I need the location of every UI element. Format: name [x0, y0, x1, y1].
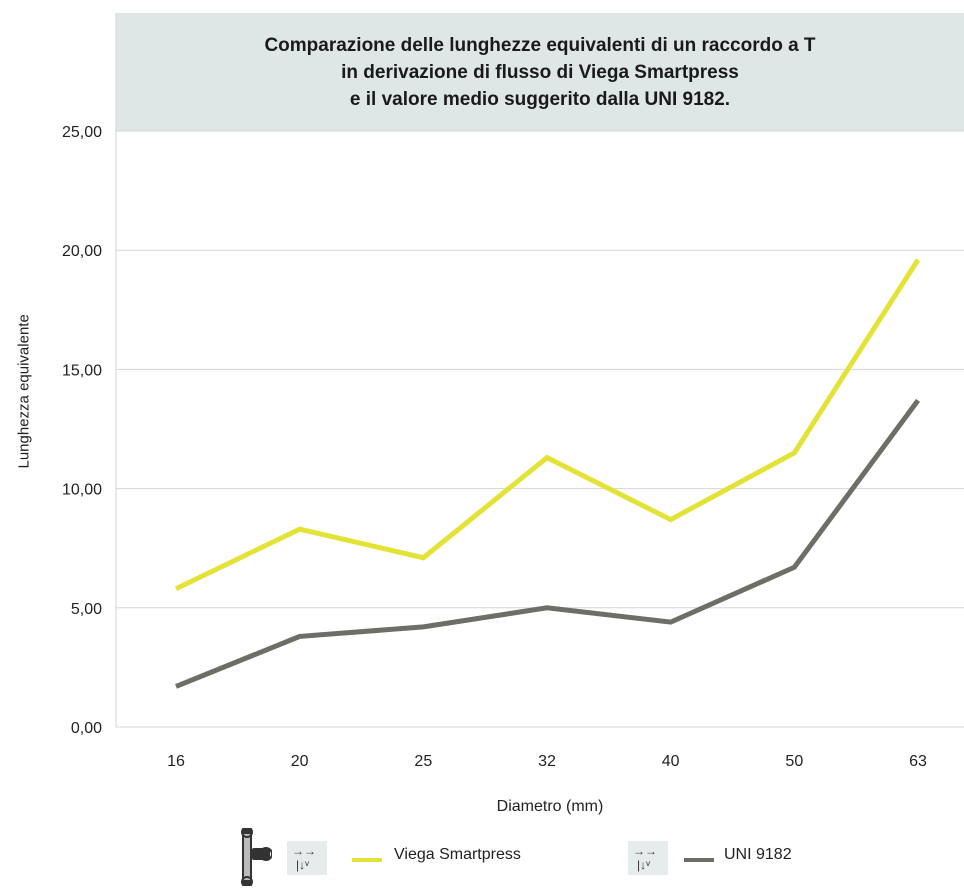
grid-layer — [115, 13, 964, 728]
x-tick-label: 50 — [785, 753, 803, 770]
x-axis-label: Diametro (mm) — [496, 798, 604, 815]
chart-title-line-1: Comparazione delle lunghezze equivalenti… — [264, 35, 816, 56]
svg-text:|↓ᵛ: |↓ᵛ — [637, 858, 650, 872]
x-tick-label: 63 — [909, 753, 927, 770]
series-layer — [174, 258, 921, 689]
y-tick-label: 25,00 — [62, 124, 102, 141]
chart-title-line-2: in derivazione di flusso di Viega Smartp… — [341, 62, 739, 83]
chart-title-box: Comparazione delle lunghezze equivalenti… — [116, 13, 964, 131]
chart-title-line-3: e il valore medio suggerito dalla UNI 91… — [349, 89, 731, 110]
legend-label-uni: UNI 9182 — [724, 846, 792, 863]
y-tick-label: 0,00 — [71, 720, 102, 737]
x-tick-label: 25 — [414, 753, 432, 770]
legend-swatch-viega — [352, 858, 382, 862]
x-tick-labels: 16 20 25 32 40 50 63 — [167, 753, 927, 770]
x-tick-label: 32 — [538, 753, 556, 770]
x-tick-label: 20 — [291, 753, 309, 770]
svg-text:→→: →→ — [633, 844, 657, 858]
flow-branch-icon: →→ |↓ᵛ — [628, 841, 668, 875]
legend-label-viega: Viega Smartpress — [394, 846, 521, 863]
legend-swatch-uni — [684, 858, 714, 862]
y-axis-label: Lunghezza equivalente — [15, 314, 33, 469]
flow-branch-icon: →→ |↓ᵛ — [287, 841, 327, 875]
series-line-uni-9182 — [175, 398, 921, 689]
y-tick-labels: 0,00 5,00 10,00 15,00 20,00 25,00 — [62, 124, 102, 737]
y-tick-label: 10,00 — [62, 482, 102, 499]
svg-text:→→: →→ — [292, 844, 316, 858]
svg-text:|↓ᵛ: |↓ᵛ — [296, 858, 309, 872]
series-line-viega-smartpress — [174, 258, 921, 591]
x-tick-label: 40 — [662, 753, 680, 770]
y-tick-label: 20,00 — [62, 243, 102, 260]
y-tick-label: 5,00 — [71, 601, 102, 618]
x-tick-label: 16 — [167, 753, 185, 770]
fitting-icon — [241, 828, 272, 886]
y-tick-label: 15,00 — [62, 362, 102, 379]
